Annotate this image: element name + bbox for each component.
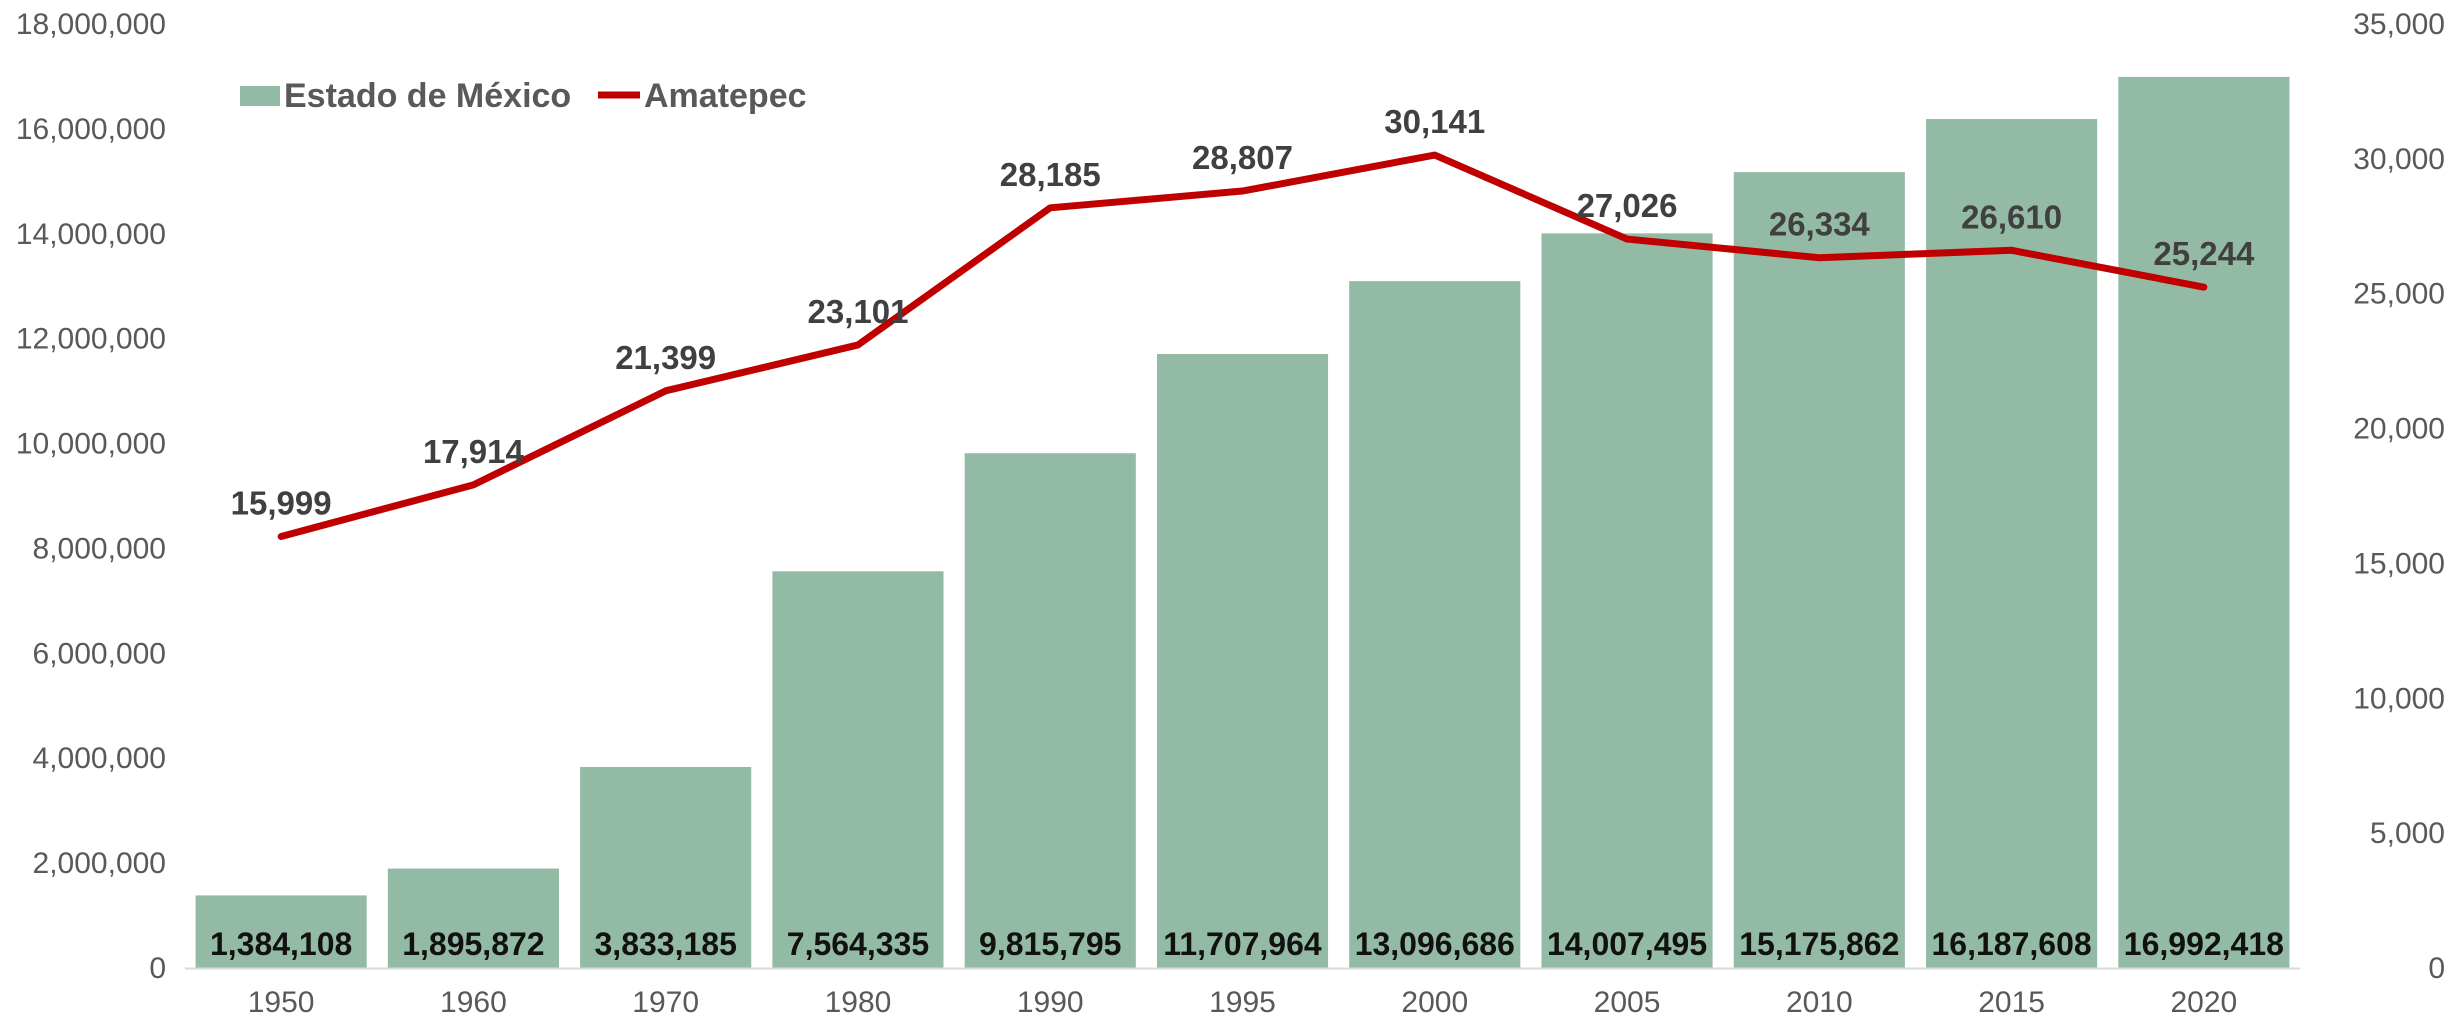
y-left-tick-label: 12,000,000 xyxy=(16,323,166,356)
x-tick-label: 1990 xyxy=(1017,986,1084,1018)
x-tick-label: 1950 xyxy=(248,986,315,1018)
line-data-label: 26,610 xyxy=(1961,198,2062,235)
bar xyxy=(195,895,367,968)
line-data-label: 23,101 xyxy=(807,293,908,330)
y-axis-right: 0 5,000 10,000 15,000 20,000 25,000 30,000 35,0… xyxy=(2353,8,2445,985)
y-right-tick-label: 35,000 xyxy=(2353,8,2445,41)
bar xyxy=(1926,119,2098,969)
y-axis-left: 0 2,000,000 4,000,000 6,000,000 8,000,000 10,… xyxy=(16,8,166,985)
line-data-label: 30,141 xyxy=(1384,103,1485,140)
legend-swatch-estado-de-mexico xyxy=(240,86,280,106)
bar xyxy=(580,766,752,968)
line-data-label: 28,807 xyxy=(1192,139,1293,176)
y-left-tick-label: 18,000,000 xyxy=(16,8,166,41)
bar-data-label: 14,007,495 xyxy=(1547,926,1707,962)
bar-data-label: 16,187,608 xyxy=(1932,926,2092,962)
bar xyxy=(772,571,944,968)
y-left-tick-label: 0 xyxy=(149,952,166,985)
line-series-amatepec: 15,999 17,914 21,399 23,101 28,185 28,807 30,1… xyxy=(231,103,2255,540)
x-tick-label: 2015 xyxy=(1978,986,2045,1018)
y-left-tick-label: 2,000,000 xyxy=(33,847,166,880)
y-right-tick-label: 10,000 xyxy=(2353,682,2445,715)
bar-data-label: 16,992,418 xyxy=(2124,926,2284,962)
bar xyxy=(1156,353,1329,969)
x-tick-label: 1970 xyxy=(632,986,699,1018)
x-tick-label: 1960 xyxy=(440,986,507,1018)
line-data-label: 28,185 xyxy=(1000,156,1101,193)
y-right-tick-label: 30,000 xyxy=(2353,143,2445,176)
bar xyxy=(1733,172,1905,968)
bar-data-label: 15,175,862 xyxy=(1739,926,1899,962)
line-data-label: 21,399 xyxy=(615,339,716,376)
line-data-label: 15,999 xyxy=(231,484,332,521)
bar-data-label: 7,564,335 xyxy=(787,926,929,962)
x-axis: 1950 1960 1970 1980 1990 1995 2000 2005 2010 2015… xyxy=(248,986,2237,1018)
x-tick-label: 2000 xyxy=(1401,986,1468,1018)
bar xyxy=(387,868,559,968)
y-left-tick-label: 6,000,000 xyxy=(33,637,166,670)
y-right-tick-label: 15,000 xyxy=(2353,547,2445,580)
y-left-tick-label: 16,000,000 xyxy=(16,113,166,146)
bar-data-label: 3,833,185 xyxy=(595,926,737,962)
y-right-tick-label: 5,000 xyxy=(2370,817,2445,850)
bar xyxy=(1349,281,1521,968)
bar-data-label: 9,815,795 xyxy=(979,926,1121,962)
y-right-tick-label: 25,000 xyxy=(2353,278,2445,311)
y-left-tick-label: 10,000,000 xyxy=(16,428,166,461)
bar-series-estado-de-mexico: 1,384,108 1,895,872 3,833,185 7,564,335 9,81… xyxy=(195,76,2290,969)
x-tick-label: 2010 xyxy=(1786,986,1853,1018)
line-data-label: 17,914 xyxy=(423,433,525,470)
y-left-tick-label: 4,000,000 xyxy=(33,742,166,775)
legend: Estado de México Amatepec xyxy=(240,77,807,115)
x-tick-label: 2005 xyxy=(1594,986,1661,1018)
bar-data-label: 1,895,872 xyxy=(402,926,544,962)
x-tick-label: 1980 xyxy=(825,986,892,1018)
bar-data-label: 1,384,108 xyxy=(210,926,352,962)
legend-label-estado-de-mexico: Estado de México xyxy=(284,77,571,115)
y-right-tick-label: 0 xyxy=(2428,952,2445,985)
bar-data-label: 11,707,964 xyxy=(1163,926,1322,962)
x-tick-label: 1995 xyxy=(1209,986,1276,1018)
legend-label-amatepec: Amatepec xyxy=(644,77,807,115)
line-data-label: 27,026 xyxy=(1577,187,1678,224)
bar xyxy=(1541,233,1713,968)
y-left-tick-label: 8,000,000 xyxy=(33,532,166,565)
bar xyxy=(2118,76,2290,968)
line-data-label: 26,334 xyxy=(1769,206,1871,243)
line-path xyxy=(277,151,2208,540)
x-tick-label: 2020 xyxy=(2170,986,2237,1018)
bar-data-label: 13,096,686 xyxy=(1355,926,1515,962)
y-right-tick-label: 20,000 xyxy=(2353,413,2445,446)
y-left-tick-label: 14,000,000 xyxy=(16,218,166,251)
line-data-label: 25,244 xyxy=(2153,235,2255,272)
bar xyxy=(964,453,1136,969)
